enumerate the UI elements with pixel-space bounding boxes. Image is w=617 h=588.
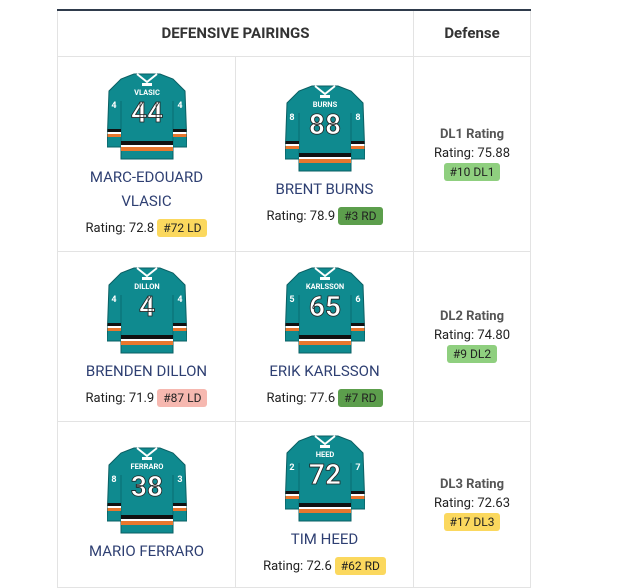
jersey: BURNS 88 8 8 [284, 84, 365, 171]
jersey: HEED 72 2 7 [284, 435, 365, 522]
rank-badge: #7 RD [338, 389, 383, 407]
sleeve-number: 4 [111, 295, 116, 305]
jersey-number: 4 [138, 290, 154, 323]
sleeve-number: 5 [289, 295, 294, 305]
jersey: KARLSSON 65 5 6 [284, 267, 365, 354]
player-cell: DILLON 4 4 4 BRENDEN DILLON Rating: 71.9 #… [57, 250, 236, 422]
rating-value: 78.9 [309, 208, 336, 224]
pairing-row: DILLON 4 4 4 BRENDEN DILLON Rating: 71.9 #… [57, 250, 531, 422]
line-title: DL3 Rating [439, 477, 504, 492]
rating-value: 71.9 [128, 391, 155, 406]
line-cell: DL1 Rating Rating: 75.88 #10 DL1 [413, 55, 531, 252]
rating: Rating: 74.80 [424, 328, 520, 343]
player-cell: KARLSSON 65 5 6 ERIK KARLSSON Rating: 77.… [235, 250, 414, 422]
jersey-name: DILLON [134, 282, 159, 291]
rating-value: 75.88 [477, 145, 510, 161]
pairing-row: VLASIC 44 4 4 MARC-EDOUARD VLASIC Rating:… [57, 55, 531, 252]
rating-label: Rating: [263, 559, 304, 574]
rank-badge: #3 RD [338, 206, 383, 225]
jersey-name: FERRARO [130, 462, 163, 471]
player-cell: VLASIC 44 4 4 MARC-EDOUARD VLASIC Rating:… [57, 55, 236, 252]
line-cell: DL3 Rating Rating: 72.63 #17 DL3 [413, 420, 531, 588]
line-rank-badge: #9 DL2 [446, 345, 498, 363]
jersey: FERRARO 38 8 3 [106, 447, 187, 534]
jersey: VLASIC 44 4 4 [106, 72, 187, 159]
rank-badge: #62 RD [334, 557, 386, 575]
rating-label: Rating: [85, 391, 126, 406]
rating: Rating: 72.63 [424, 496, 520, 511]
rating: Rating: 71.9 #87 LD [68, 389, 225, 407]
line-rank-badge: #17 DL3 [443, 513, 501, 531]
player-cell: FERRARO 38 8 3 MARIO FERRARO [57, 420, 236, 588]
jersey-number: 38 [130, 470, 162, 503]
rank-badge: #72 LD [157, 218, 208, 237]
player-cell: BURNS 88 8 8 BRENT BURNS Rating: 78.9 #3 R… [235, 55, 414, 252]
jersey-number: 88 [308, 108, 340, 141]
jersey-name: VLASIC [134, 88, 160, 97]
sleeve-number: 8 [355, 113, 360, 123]
rating-value: 72.8 [128, 220, 155, 236]
jersey: DILLON 4 4 4 [106, 267, 187, 354]
rating: Rating: 72.6 #62 RD [246, 557, 403, 575]
jersey-number: 65 [308, 290, 340, 323]
rating: Rating: 78.9 #3 RD [246, 206, 403, 225]
sleeve-number: 2 [289, 463, 294, 473]
line-title: DL2 Rating [439, 309, 504, 324]
player-name: TIM HEED [290, 530, 359, 548]
player-name: MARC-EDOUARD VLASIC [89, 167, 204, 210]
header-row: DEFENSIVE PAIRINGS Defense [57, 9, 531, 57]
rating: Rating: 77.6 #7 RD [246, 389, 403, 407]
player-name: BRENDEN DILLON [85, 362, 208, 380]
jersey-name: HEED [315, 450, 334, 459]
player-name: MARIO FERRARO [88, 542, 205, 560]
pairings-table: DEFENSIVE PAIRINGS Defense VLASIC 44 4 4… [57, 9, 531, 588]
rating-label: Rating: [266, 208, 307, 224]
header-pairings: DEFENSIVE PAIRINGS [57, 9, 414, 57]
rating-value: 74.80 [477, 328, 510, 343]
sleeve-number: 4 [177, 295, 182, 305]
sleeve-number: 7 [355, 463, 360, 473]
rating-label: Rating: [266, 391, 307, 406]
line-rank-badge: #10 DL1 [443, 162, 501, 181]
rank-badge: #87 LD [157, 389, 208, 407]
rating-label: Rating: [433, 328, 475, 343]
jersey-number: 72 [308, 458, 340, 491]
rating-value: 72.6 [306, 559, 332, 574]
jersey-number: 44 [130, 96, 162, 129]
rating-value: 72.63 [477, 496, 510, 511]
sleeve-number: 8 [111, 475, 116, 485]
pairing-row: FERRARO 38 8 3 MARIO FERRARO HEED 72 2 7… [57, 420, 531, 588]
sleeve-number: 3 [177, 475, 182, 485]
player-name: BRENT BURNS [275, 179, 374, 198]
sleeve-number: 4 [111, 101, 116, 111]
sleeve-number: 6 [355, 295, 360, 305]
rating-value: 77.6 [309, 391, 336, 406]
sleeve-number: 8 [289, 113, 294, 123]
rating-label: Rating: [85, 220, 126, 236]
rating: Rating: 75.88 [424, 146, 520, 161]
line-title: DL1 Rating [439, 126, 504, 142]
header-defense: Defense [413, 9, 531, 57]
jersey-name: KARLSSON [305, 282, 343, 291]
rating-label: Rating: [433, 145, 475, 161]
rating: Rating: 72.8 #72 LD [68, 218, 225, 237]
jersey-name: BURNS [312, 100, 337, 109]
sleeve-number: 4 [177, 101, 182, 111]
line-cell: DL2 Rating Rating: 74.80 #9 DL2 [413, 250, 531, 422]
rating-label: Rating: [433, 496, 475, 511]
player-name: ERIK KARLSSON [269, 362, 380, 380]
player-cell: HEED 72 2 7 TIM HEED Rating: 72.6 #62 RD [235, 420, 414, 588]
